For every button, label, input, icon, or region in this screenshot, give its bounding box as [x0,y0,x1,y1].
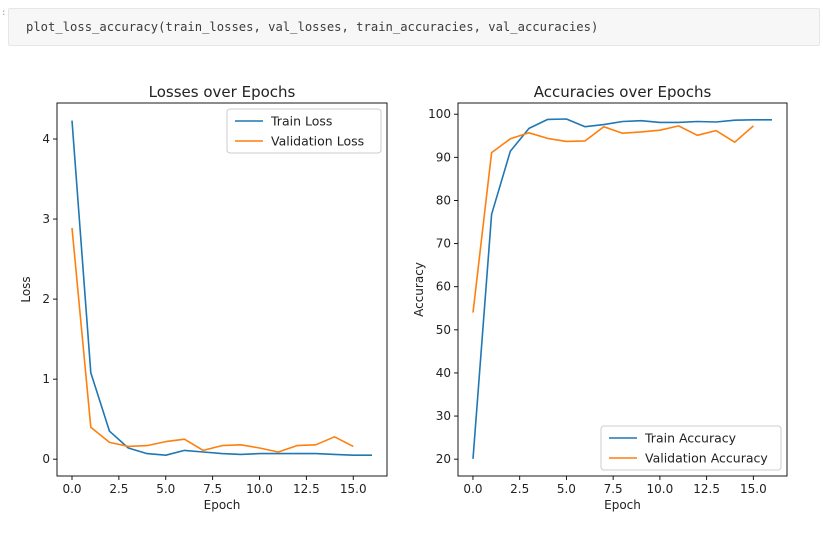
plot-frame [457,102,788,477]
plot-frame [56,102,388,477]
legend-label-train: Train Loss [270,114,332,129]
cell-output: Losses over Epochs 0.0 2.5 5.0 7.5 10.0 12.5 15… [0,66,823,535]
y-tick-label: 30 [436,409,451,423]
legend-label-train: Train Accuracy [644,431,737,446]
x-tick-label: 5.0 [557,482,576,496]
y-tick-label: 20 [436,452,451,466]
cell-prompt: : [1,8,7,18]
x-tick-label: 7.5 [604,482,623,496]
x-tick-label: 15.0 [740,482,767,496]
y-tick-label: 60 [436,280,451,294]
x-tick-label: 2.5 [510,482,529,496]
y-tick-label: 80 [436,193,451,207]
code-cell[interactable]: plot_loss_accuracy(train_losses, val_los… [8,8,820,46]
x-tick-label: 0.0 [463,482,482,496]
x-tick-label: 10.0 [647,482,674,496]
series-line-validation [71,227,354,453]
x-tick-label: 12.5 [693,482,720,496]
y-tick-label: 2 [42,292,50,306]
chart-title: Losses over Epochs [149,83,296,101]
y-tick-label: 4 [42,132,50,146]
y-tick-label: 3 [42,212,50,226]
y-tick-label: 100 [428,107,451,121]
legend-label-validation: Validation Loss [271,134,364,149]
series-line-validation [472,125,754,313]
x-tick-label: 10.0 [246,482,273,496]
x-tick-label: 0.0 [62,482,81,496]
series-line-train [71,120,372,457]
y-tick-label: 90 [436,150,451,164]
y-tick-label: 40 [436,366,451,380]
y-axis-label: Loss [19,276,33,302]
y-tick-label: 70 [436,237,451,251]
legend-box [600,425,782,471]
y-tick-label: 0 [42,452,50,466]
x-axis-label: Epoch [604,498,641,512]
legend-box [226,108,382,154]
x-tick-label: 2.5 [109,482,128,496]
chart-title: Accuracies over Epochs [534,83,712,101]
y-axis-label: Accuracy [412,262,426,317]
x-tick-label: 15.0 [340,482,367,496]
y-tick-label: 50 [436,323,451,337]
legend-label-validation: Validation Accuracy [645,451,768,466]
x-tick-label: 5.0 [156,482,175,496]
series-line-train [472,118,772,459]
code-text[interactable]: plot_loss_accuracy(train_losses, val_los… [26,20,599,34]
x-tick-label: 12.5 [293,482,320,496]
x-axis-label: Epoch [204,498,241,512]
y-tick-label: 1 [42,372,50,386]
x-tick-label: 7.5 [203,482,222,496]
